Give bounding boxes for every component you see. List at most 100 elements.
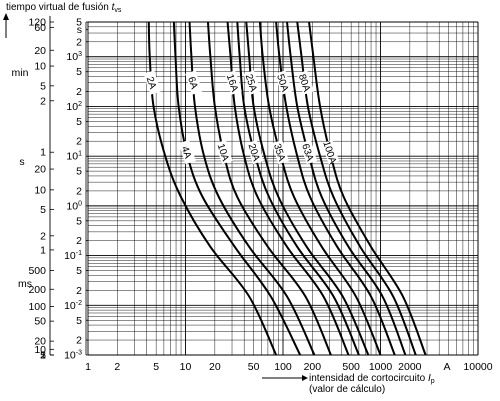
curve-label-50a: 50A xyxy=(274,70,293,95)
y-inner-tick-base: 5 xyxy=(76,315,82,327)
x-tick-label: 500 xyxy=(342,361,360,373)
curve-label-bg xyxy=(243,70,261,95)
curve-label-2a: 2A xyxy=(143,70,161,95)
curve-label-text-35a: 35A xyxy=(271,142,287,163)
y-inner-tick-label: 2 xyxy=(76,185,82,197)
curve-labels: 2A 4A 6A 10A 16A 20A 25A 35A 50A 63A 80A 100A xyxy=(143,70,340,166)
x-tick-label: 50 xyxy=(248,361,260,373)
y-inner-tick-label: 101 xyxy=(66,151,82,163)
curve-label-text-100a: 100A xyxy=(320,140,338,166)
y-inner-tick-base: 10 xyxy=(66,151,78,163)
x-tick-label: 2 xyxy=(114,361,120,373)
y-outer-tick-label: 1 xyxy=(40,350,46,362)
curve-label-bg xyxy=(296,70,314,95)
y-outer-tick-label: 60 xyxy=(34,22,46,34)
y-inner-tick-label: 2 xyxy=(76,285,82,297)
curve-label-4a: 4A xyxy=(178,139,196,165)
y-inner-tick-base: 2 xyxy=(76,136,82,148)
y-inner-tick-base: 10 xyxy=(66,51,78,63)
y-inner-tick-label: s xyxy=(77,24,82,36)
y-inner-tick-label: 10-3 xyxy=(64,350,82,362)
series-layer xyxy=(147,21,427,356)
x-axis-title-subscript: p xyxy=(431,378,435,385)
curve-label-bg xyxy=(215,139,233,165)
x-tick-label: 100 xyxy=(274,361,292,373)
series-line-4a xyxy=(172,21,302,356)
y-outer-tick-label: 5 xyxy=(40,204,46,216)
curve-label-text-25a: 25A xyxy=(243,73,259,94)
y-outer-tick-label: 120 xyxy=(28,17,46,29)
curve-label-6a: 6A xyxy=(185,70,203,95)
y-inner-tick-base: 10 xyxy=(64,250,76,262)
x-tick-label: 5 xyxy=(153,361,159,373)
x-tick-label: 1 xyxy=(85,361,91,373)
y-inner-tick-base: 2 xyxy=(76,285,82,297)
y-inner-tick-base: 10 xyxy=(64,300,76,312)
curve-label-bg xyxy=(224,70,242,95)
x-tick-label: 2000 xyxy=(398,361,422,373)
y-inner-tick-label: 5 xyxy=(76,17,82,29)
y-inner-tick-base: 10 xyxy=(66,200,78,212)
unit-label-min: min xyxy=(12,67,29,79)
series-line-6a xyxy=(188,21,316,356)
y-outer-tick-label: 500 xyxy=(28,265,46,277)
curve-label-bg xyxy=(321,139,340,165)
y-inner-tick-base: 5 xyxy=(76,17,82,29)
x-tick-label: 1000 xyxy=(369,361,393,373)
y-inner-tick-base: 2 xyxy=(76,36,82,48)
curve-label-10a: 10A xyxy=(215,139,233,165)
curve-label-text-16a: 16A xyxy=(224,73,240,94)
y-outer-tick-label: 200 xyxy=(28,284,46,296)
series-line-10a xyxy=(206,21,332,356)
curve-label-bg xyxy=(271,139,290,165)
x-axis-title-line2: (valor de cálculo) xyxy=(309,384,385,395)
curve-label-bg xyxy=(185,70,203,95)
y-outer-tick-label: 2 xyxy=(40,95,46,107)
y-outer-tick-label: 100 xyxy=(28,301,46,313)
series-line-35a xyxy=(258,21,382,356)
series-line-25a xyxy=(245,21,370,356)
y-inner-tick-exp: 2 xyxy=(78,101,82,108)
y-inner-tick-label: 2 xyxy=(76,335,82,347)
y-inner-tick-exp: 0 xyxy=(78,200,82,207)
y-inner-tick-exp: 3 xyxy=(78,51,82,58)
series-line-50a xyxy=(275,21,396,356)
y-outer-tick-label: 10 xyxy=(34,184,46,196)
y-axis-title-text: tiempo virtual de fusión xyxy=(6,2,112,13)
y-inner-tick-base: 5 xyxy=(76,166,82,178)
y-outer-tick-label: 20 xyxy=(34,45,46,57)
curve-label-text-50a: 50A xyxy=(274,73,290,94)
y-inner-tick-label: 5 xyxy=(76,166,82,178)
y-inner-tick-base: s xyxy=(77,24,82,36)
y-outer-tick-label: 2 xyxy=(40,230,46,242)
y-inner-tick-base: 2 xyxy=(76,185,82,197)
curve-label-63a: 63A xyxy=(299,139,318,165)
curve-label-80a: 80A xyxy=(296,70,314,95)
y-outer-tick-label: 10 xyxy=(34,344,46,356)
y-inner-tick-base: 5 xyxy=(76,265,82,277)
y-inner-tick-exp: -2 xyxy=(76,300,82,307)
unit-label-s: s xyxy=(19,156,24,168)
y-inner-tick-label: 100 xyxy=(66,200,82,212)
x-tick-label: 200 xyxy=(304,361,322,373)
series-line-20a xyxy=(236,21,360,356)
y-inner-tick-label: 5 xyxy=(76,265,82,277)
y-axis-title-symbol: t xyxy=(112,2,116,13)
curve-label-text-10a: 10A xyxy=(215,142,231,163)
y-inner-tick-label: 5 xyxy=(76,215,82,227)
y-inner-tick-base: 2 xyxy=(76,335,82,347)
y-inner-tick-base: 10 xyxy=(64,350,76,362)
curve-label-25a: 25A xyxy=(243,70,261,95)
y-inner-tick-label: 10-1 xyxy=(64,250,82,262)
series-line-2a xyxy=(147,21,278,356)
curve-label-bg xyxy=(274,70,293,95)
y-outer-tick-label: 50 xyxy=(34,316,46,328)
y-inner-tick-label: 102 xyxy=(66,101,82,113)
y-inner-tick-label: 5 xyxy=(76,315,82,327)
y-outer-tick-label: 1 xyxy=(40,244,46,256)
y-inner-tick-label: 2 xyxy=(76,235,82,247)
curve-label-bg xyxy=(299,139,318,165)
y-outer-tick-label: 10 xyxy=(34,61,46,73)
